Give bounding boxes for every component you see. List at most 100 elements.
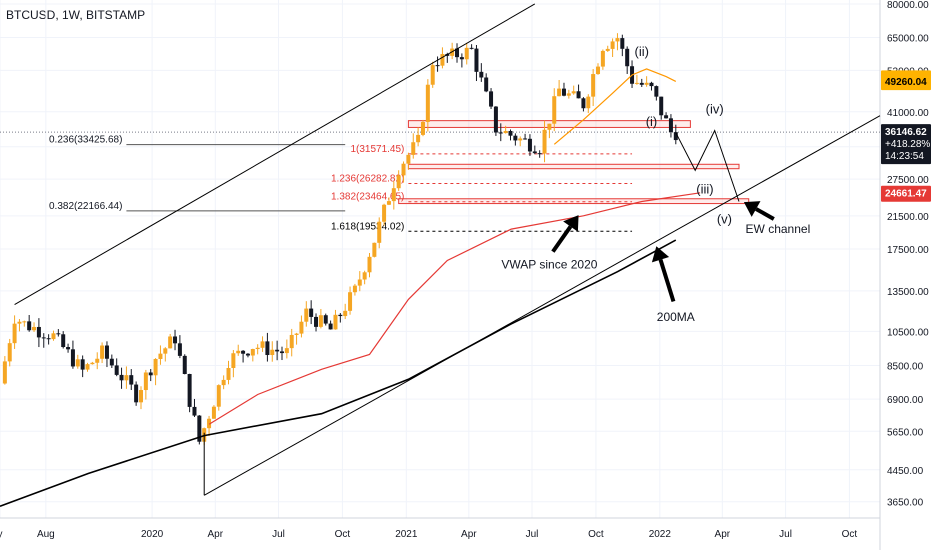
candle-body: [372, 242, 377, 257]
candle-body: [211, 406, 216, 419]
candle-body: [299, 321, 304, 334]
candle-body: [503, 130, 508, 134]
candle-body: [605, 48, 610, 51]
candle-body: [270, 349, 275, 356]
fib-level-label: 1.382(23464.65): [331, 192, 404, 203]
time-axis-tick-label: Apr: [461, 529, 477, 540]
series-line: [0, 239, 677, 507]
time-axis-tick-label: 2020: [141, 529, 164, 540]
wave-label: (v): [717, 212, 732, 227]
candle-body: [90, 362, 95, 365]
price-axis-tick-label: 5650.00: [887, 427, 924, 438]
fib-level-label: 1.236(26282.82): [331, 173, 404, 184]
candle-body: [552, 96, 557, 124]
candle-body: [634, 82, 639, 84]
candle-body: [51, 333, 56, 340]
candle-body: [600, 50, 605, 67]
candle-body: [498, 132, 503, 134]
candle-body: [284, 348, 289, 354]
candle-body: [163, 348, 168, 354]
channel-trendline: [14, 3, 536, 306]
candle-body: [134, 384, 139, 403]
candle-body: [401, 163, 406, 176]
candle-body: [430, 65, 435, 85]
candle-body: [226, 367, 231, 380]
candle-body: [7, 343, 12, 362]
wave-label: (iii): [696, 181, 713, 196]
candle-body: [406, 154, 411, 164]
fib-level-label: 1(31571.45): [350, 144, 404, 155]
candle-body: [382, 204, 387, 222]
candle-body: [85, 364, 90, 370]
candle-body: [532, 151, 537, 154]
price-axis-tick-label: 4450.00: [887, 466, 924, 477]
candle-body: [260, 341, 265, 348]
candle-body: [12, 323, 17, 344]
candles: [2, 33, 678, 446]
candle-body: [80, 359, 85, 370]
candle-body: [474, 48, 479, 72]
candle-body: [104, 345, 109, 359]
time-axis-tick-label: Oct: [842, 529, 858, 540]
candle-body: [41, 337, 46, 339]
candle-body: [649, 82, 654, 87]
candle-body: [100, 345, 105, 359]
price-axis-tick-label: 8500.00: [887, 361, 924, 372]
time-axis-tick-label: Apr: [208, 529, 224, 540]
time-axis-tick-label: 2021: [395, 529, 418, 540]
candle-body: [484, 77, 489, 92]
candle-body: [216, 385, 221, 407]
candle-body: [36, 326, 41, 338]
candle-body: [245, 353, 250, 356]
support-zone: [398, 198, 750, 205]
candle-body: [391, 188, 396, 202]
candle-body: [664, 115, 669, 119]
candle-body: [576, 91, 581, 99]
candle-body: [231, 353, 236, 368]
candle-body: [547, 123, 552, 130]
candle-body: [207, 418, 212, 429]
candle-body: [255, 347, 260, 350]
candle-body: [343, 310, 348, 317]
candle-body: [187, 373, 192, 407]
candle-body: [168, 336, 173, 349]
candle-body: [114, 365, 119, 375]
candle-body: [129, 375, 134, 385]
candle-body: [586, 96, 591, 109]
candle-body: [148, 372, 153, 376]
candle-body: [639, 82, 644, 85]
channel-trendline: [203, 115, 881, 496]
candle-body: [659, 96, 664, 116]
price-axis-tick-label: 13500.00: [887, 287, 929, 298]
candle-body: [557, 88, 562, 97]
candle-body: [571, 91, 576, 94]
candle-body: [396, 175, 401, 189]
time-axis-tick-label: Jul: [526, 529, 539, 540]
wave-label: (ii): [635, 44, 649, 59]
grid: [0, 0, 880, 518]
candle-body: [654, 86, 659, 97]
candle-body: [143, 372, 148, 391]
candle-body: [523, 138, 528, 140]
price-badge-label: 36146.62: [885, 127, 927, 138]
candle-body: [615, 38, 620, 42]
series-line: [553, 68, 677, 145]
price-axis-tick-label: 21500.00: [887, 212, 929, 223]
candle-body: [22, 321, 27, 323]
candle-body: [673, 132, 678, 141]
candle-body: [32, 326, 37, 331]
candle-body: [591, 74, 596, 97]
time-axis-tick-label: Apr: [715, 529, 731, 540]
candle-body: [197, 415, 202, 442]
candle-body: [386, 201, 391, 205]
time-axis-tick-label: Jul: [779, 529, 792, 540]
support-zone: [407, 163, 740, 170]
price-axis-tick-label: 27500.00: [887, 175, 929, 186]
candle-body: [192, 406, 197, 416]
candle-body: [56, 333, 61, 335]
candle-body: [294, 333, 299, 335]
candle-body: [625, 48, 630, 67]
price-axis-tick-label: 41000.00: [887, 108, 929, 119]
